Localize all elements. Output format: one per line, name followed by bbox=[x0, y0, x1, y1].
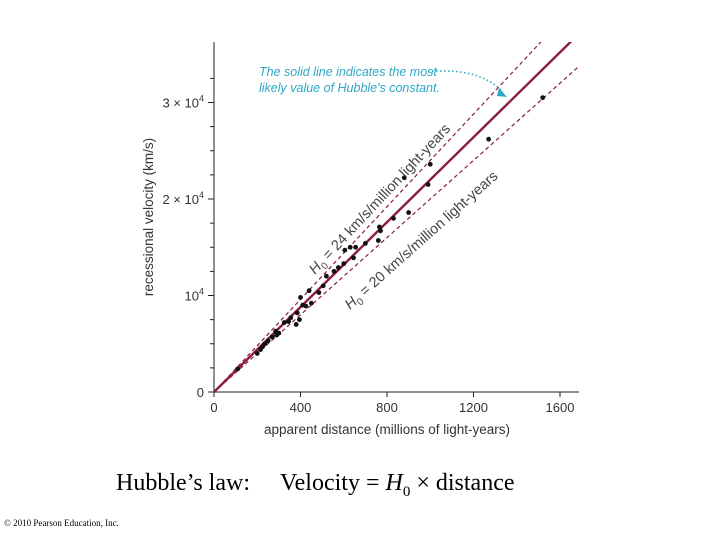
x-tick-label: 1200 bbox=[459, 400, 488, 415]
plot-axes bbox=[213, 42, 579, 393]
data-point bbox=[353, 244, 359, 250]
best-fit-line bbox=[214, 42, 573, 392]
hubble-law-caption: Hubble’s law: Velocity = H0 × distance bbox=[116, 470, 515, 501]
x-tick-label: 400 bbox=[290, 400, 312, 415]
copyright-notice: © 2010 Pearson Education, Inc. bbox=[4, 518, 119, 528]
y-tick-label: 104 bbox=[185, 287, 204, 304]
data-point bbox=[427, 161, 433, 167]
x-tick-label: 1600 bbox=[546, 400, 575, 415]
data-point bbox=[262, 341, 268, 347]
caption-formula-prefix: Velocity = bbox=[279, 470, 386, 496]
data-point bbox=[235, 366, 241, 372]
annotation-line: The solid line indicates the most bbox=[259, 65, 437, 79]
data-point bbox=[351, 255, 356, 261]
annotation-arrow-head-icon bbox=[497, 88, 507, 97]
x-tick-label: 0 bbox=[210, 400, 217, 415]
data-point bbox=[308, 300, 314, 306]
annotation-arrow-line bbox=[427, 70, 504, 93]
data-point bbox=[362, 240, 368, 246]
axis-ticks bbox=[208, 77, 561, 397]
data-point bbox=[406, 210, 412, 215]
data-point bbox=[486, 136, 492, 142]
data-point bbox=[378, 228, 383, 234]
upper-bound-label: H0 = 24 km/s/million light-years bbox=[306, 121, 456, 280]
data-point bbox=[297, 317, 302, 323]
data-point bbox=[320, 283, 326, 289]
data-point bbox=[316, 290, 322, 296]
data-point bbox=[276, 330, 282, 336]
data-point bbox=[331, 268, 337, 274]
data-point bbox=[375, 238, 381, 243]
x-tick-label: 800 bbox=[376, 400, 398, 415]
data-point bbox=[265, 338, 271, 344]
caption-label: Hubble’s law: bbox=[116, 470, 250, 496]
data-point bbox=[269, 334, 275, 340]
data-points bbox=[235, 95, 546, 372]
y-tick-label: 3 × 104 bbox=[162, 94, 204, 111]
y-tick-label: 2 × 104 bbox=[162, 190, 204, 207]
data-point bbox=[281, 320, 287, 325]
data-point bbox=[335, 265, 341, 270]
caption-formula-sub: 0 bbox=[402, 483, 411, 500]
data-point bbox=[540, 95, 546, 101]
caption-formula-rest: × distance bbox=[410, 470, 515, 496]
data-point bbox=[303, 303, 309, 309]
x-axis-title: apparent distance (millions of light-yea… bbox=[264, 422, 510, 437]
y-tick-label: 0 bbox=[197, 385, 204, 400]
fit-lines bbox=[214, 42, 579, 392]
data-point bbox=[377, 224, 382, 230]
data-point bbox=[294, 310, 300, 316]
data-point bbox=[324, 273, 329, 279]
annotation-line: likely value of Hubble's constant. bbox=[259, 81, 440, 95]
data-point bbox=[293, 322, 299, 327]
y-axis-title: recessional velocity (km/s) bbox=[141, 138, 156, 296]
data-point bbox=[254, 351, 260, 356]
data-point bbox=[425, 182, 431, 187]
data-point bbox=[288, 315, 294, 321]
data-point bbox=[298, 295, 303, 300]
data-point bbox=[341, 261, 347, 267]
data-point bbox=[347, 244, 353, 250]
data-point bbox=[306, 288, 312, 294]
caption-formula-var: H bbox=[385, 470, 403, 496]
data-point bbox=[342, 247, 348, 253]
hubble-chart: 0 400 800 1200 1600 0 104 2 × 104 3 × 104 H0 = 24… bbox=[141, 42, 579, 437]
data-point bbox=[401, 175, 407, 181]
data-point bbox=[391, 215, 396, 221]
data-point bbox=[286, 319, 292, 324]
